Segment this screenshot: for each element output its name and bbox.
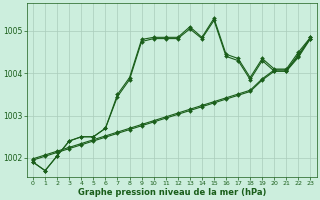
X-axis label: Graphe pression niveau de la mer (hPa): Graphe pression niveau de la mer (hPa)	[77, 188, 266, 197]
